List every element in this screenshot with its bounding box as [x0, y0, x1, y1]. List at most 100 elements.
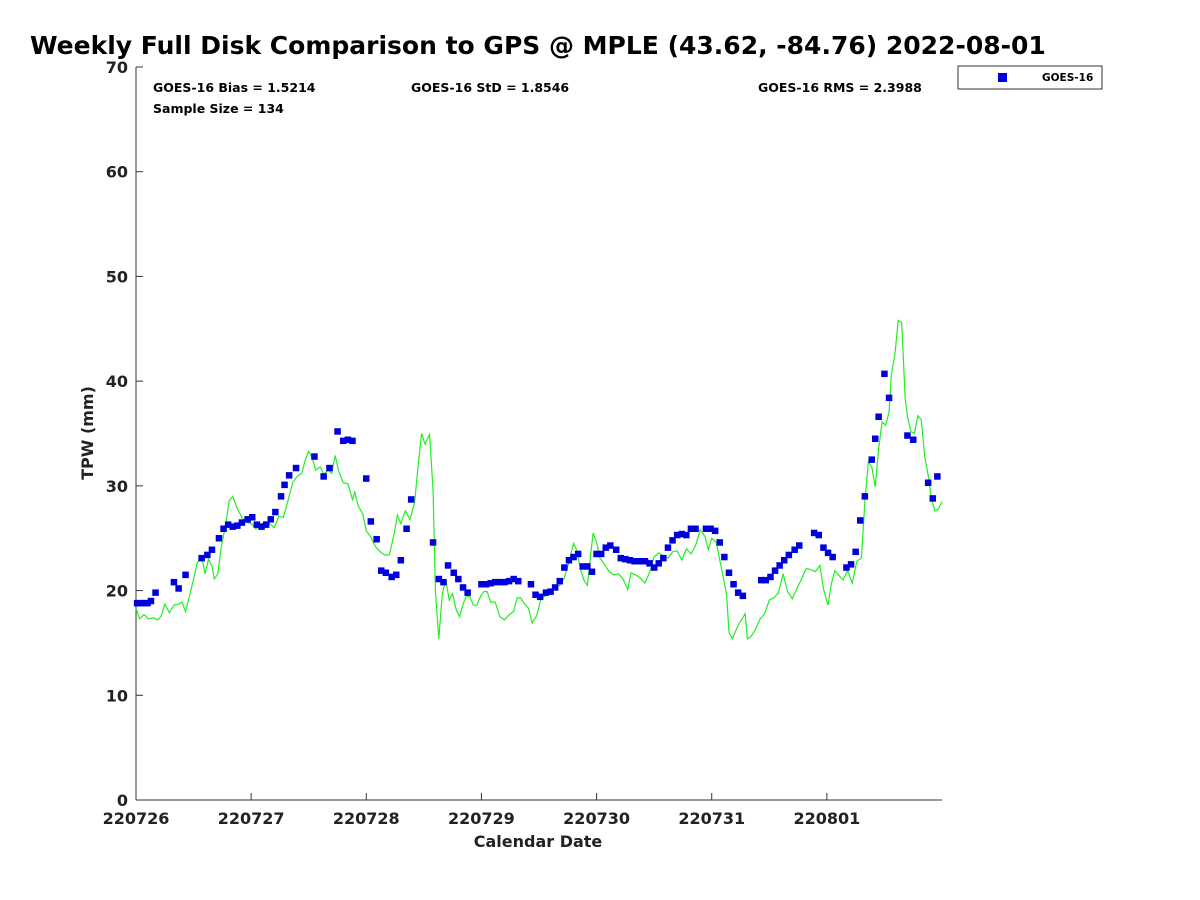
goes-16-point: [182, 571, 189, 579]
goes-16-point: [501, 578, 508, 586]
goes-16-point: [626, 557, 634, 564]
goes-16-point: [635, 558, 643, 565]
goes-16-point: [739, 592, 747, 600]
goes-16-point: [220, 525, 227, 532]
goes-16-point: [482, 581, 490, 588]
goes-16-point: [881, 370, 888, 378]
goes-16-point: [326, 464, 333, 472]
goes-16-point: [660, 554, 667, 562]
goes-16-point: [170, 578, 178, 586]
goes-16-point: [758, 576, 765, 584]
goes-16-point: [478, 581, 485, 588]
goes-16-point: [492, 578, 499, 586]
goes-16-point: [215, 535, 223, 542]
goes-16-point: [631, 558, 638, 565]
goes-16-point: [234, 522, 241, 529]
goes-16-point: [810, 529, 818, 537]
goes-16-point: [721, 553, 728, 561]
goes-16-point: [334, 428, 341, 435]
goes-16-point: [363, 475, 370, 482]
x-tick-label: 220729: [448, 809, 515, 828]
goes-16-point: [730, 581, 737, 588]
y-tick-label: 60: [106, 163, 128, 182]
goes-16-point: [510, 575, 517, 583]
goes-16-point: [551, 584, 559, 591]
goes-16-point: [262, 521, 270, 528]
goes-16-point: [440, 578, 447, 586]
goes-16-point: [641, 558, 649, 565]
goes-16-point: [532, 591, 539, 598]
goes-16-point: [435, 575, 443, 583]
goes-16-point: [843, 564, 850, 571]
goes-16-point: [875, 413, 882, 420]
goes-16-point: [388, 573, 395, 581]
goes-16-point: [857, 517, 864, 524]
goes-16-point: [602, 544, 609, 551]
x-axis-ticks: 220726 220727 220728 220729 220730 220731 2208…: [103, 793, 860, 828]
goes-16-point: [292, 464, 300, 472]
std-stat: GOES-16 StD = 1.8546: [411, 80, 569, 95]
goes-16-point: [204, 551, 211, 559]
goes-16-point: [285, 472, 293, 479]
goes-16-point: [137, 599, 144, 607]
x-tick-label: 220730: [563, 809, 630, 828]
goes-16-point: [820, 544, 827, 551]
legend: GOES-16: [957, 65, 1103, 90]
goes-16-point: [281, 481, 288, 489]
goes-16-series: [133, 370, 941, 607]
goes-16-point: [771, 567, 779, 574]
goes-16-point: [249, 514, 256, 521]
goes-16-point: [349, 437, 356, 445]
goes-16-point: [565, 557, 573, 564]
goes-16-point: [407, 496, 415, 503]
x-axis-label: Calendar Date: [474, 832, 603, 851]
goes-16-point: [847, 561, 855, 568]
y-tick-label: 30: [106, 477, 128, 496]
goes-16-point: [444, 562, 452, 569]
gps-series-line: [135, 319, 943, 641]
goes-16-point: [496, 578, 504, 586]
bias-stat: GOES-16 Bias = 1.5214: [153, 80, 316, 95]
goes-16-point: [622, 555, 629, 563]
goes-16-point: [140, 599, 148, 607]
goes-16-point: [781, 557, 788, 564]
legend-marker-goes-16: [998, 73, 1007, 82]
goes-16-point: [393, 571, 400, 579]
goes-16-point: [872, 435, 879, 442]
goes-16-point: [791, 546, 798, 553]
goes-16-point: [198, 554, 205, 562]
goes-16-point: [767, 573, 774, 581]
goes-16-point: [588, 568, 596, 575]
goes-16-point: [277, 493, 285, 500]
goes-16-point: [868, 456, 875, 463]
goes-16-point: [597, 550, 605, 558]
goes-16-point: [829, 553, 836, 561]
goes-16-point: [904, 432, 911, 439]
goes-16-point: [929, 495, 936, 502]
goes-16-point: [725, 569, 733, 576]
goes-16-point: [382, 569, 390, 576]
goes-16-point: [536, 593, 544, 601]
goes-16-point: [716, 539, 723, 546]
goes-16-point: [861, 493, 869, 500]
goes-16-point: [229, 523, 236, 530]
goes-16-point: [664, 544, 672, 551]
goes-16-point: [344, 436, 352, 443]
goes-16-point: [505, 577, 513, 585]
goes-16-point: [617, 554, 624, 562]
goes-16-point: [673, 531, 681, 539]
goes-16-point: [267, 516, 274, 523]
chart-title: Weekly Full Disk Comparison to GPS @ MPL…: [30, 31, 1046, 60]
goes-16-point: [556, 577, 563, 585]
goes-16-point: [824, 549, 832, 557]
goes-16-point: [885, 394, 893, 402]
goes-16-point: [547, 588, 554, 595]
goes-16-point: [147, 597, 155, 605]
goes-16-point: [669, 537, 676, 544]
goes-16-point: [574, 550, 582, 558]
goes-16-point: [542, 589, 550, 596]
goes-16-point: [815, 531, 822, 539]
goes-16-point: [515, 577, 522, 585]
goes-16-point: [340, 437, 347, 445]
goes-16-point: [253, 521, 261, 528]
